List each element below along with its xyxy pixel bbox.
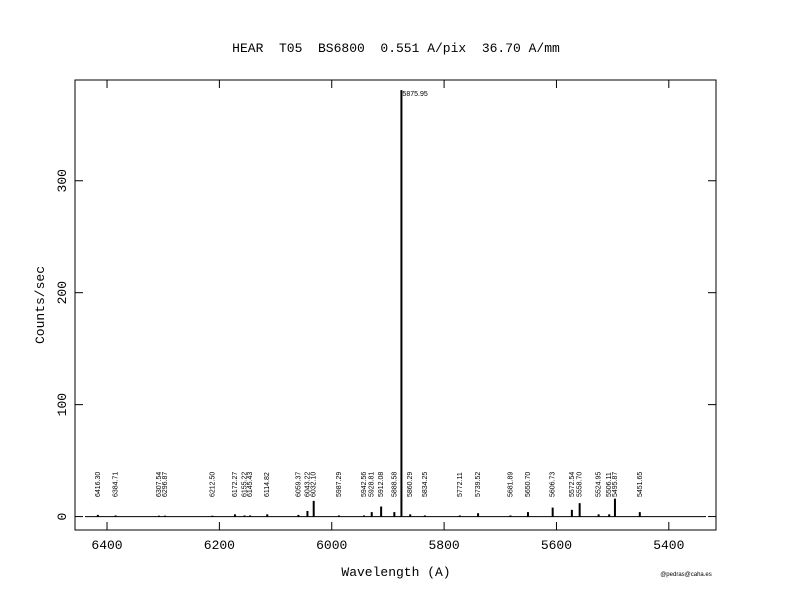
peak-label: 5524.95 [596, 472, 603, 497]
x-tick-label: 6400 [91, 538, 122, 553]
x-tick-label: 5800 [428, 538, 459, 553]
plot-frame [74, 79, 717, 531]
peak-label: 6416.30 [95, 472, 102, 497]
peak-label: 6172.27 [232, 472, 239, 497]
peak-label: 6032.10 [311, 472, 318, 497]
peak-label: 5987.29 [336, 472, 343, 497]
peak-label: 5650.70 [525, 472, 532, 497]
peak-label: 6145.43 [247, 472, 254, 497]
peak-label: 5860.29 [407, 472, 414, 497]
peak-label: 6059.37 [295, 472, 302, 497]
peak-label: 6296.87 [162, 472, 169, 497]
peak-label: 5912.08 [378, 472, 385, 497]
y-axis-label: Counts/sec [33, 266, 48, 344]
peak-label: 5451.65 [637, 472, 644, 497]
peak-label: 5772.11 [457, 472, 464, 497]
peak-label: 5558.70 [577, 472, 584, 497]
footer: @pedras@caha.es [660, 572, 712, 578]
x-tick-label: 5600 [541, 538, 572, 553]
peak-label: 5834.25 [422, 472, 429, 497]
peak-label: 6307.54 [156, 472, 163, 497]
peak-label: 5888.58 [391, 472, 398, 497]
y-tick-label: 200 [55, 281, 70, 304]
peak-label: 5572.54 [569, 472, 576, 497]
peak-label: 5681.89 [507, 472, 514, 497]
peak-label: 5495.87 [612, 472, 619, 497]
peak-label: 6114.82 [264, 472, 271, 497]
x-tick-label: 6200 [204, 538, 235, 553]
peak-label: 6384.71 [113, 472, 120, 497]
peak-label: 5606.73 [550, 472, 557, 497]
x-tick-label: 6000 [316, 538, 347, 553]
peak-label: 5928.81 [369, 472, 376, 497]
y-tick-label: 100 [55, 393, 70, 416]
peak-label: 5875.95 [402, 91, 427, 98]
y-tick-label: 0 [55, 513, 70, 521]
peak-label: 6155.22 [242, 472, 249, 497]
y-tick-label: 300 [55, 169, 70, 192]
peak-label: 5506.11 [606, 472, 613, 497]
x-tick-label: 5400 [653, 538, 684, 553]
chart-title: HEAR T05 BS6800 0.551 A/pix 36.70 A/mm [232, 41, 560, 56]
peak-label: 5739.52 [475, 472, 482, 497]
peak-label: 6212.50 [209, 472, 216, 497]
x-axis-label: Wavelength (A) [341, 565, 450, 580]
peak-label: 5942.56 [361, 472, 368, 497]
peak-label: 6043.22 [304, 472, 311, 497]
